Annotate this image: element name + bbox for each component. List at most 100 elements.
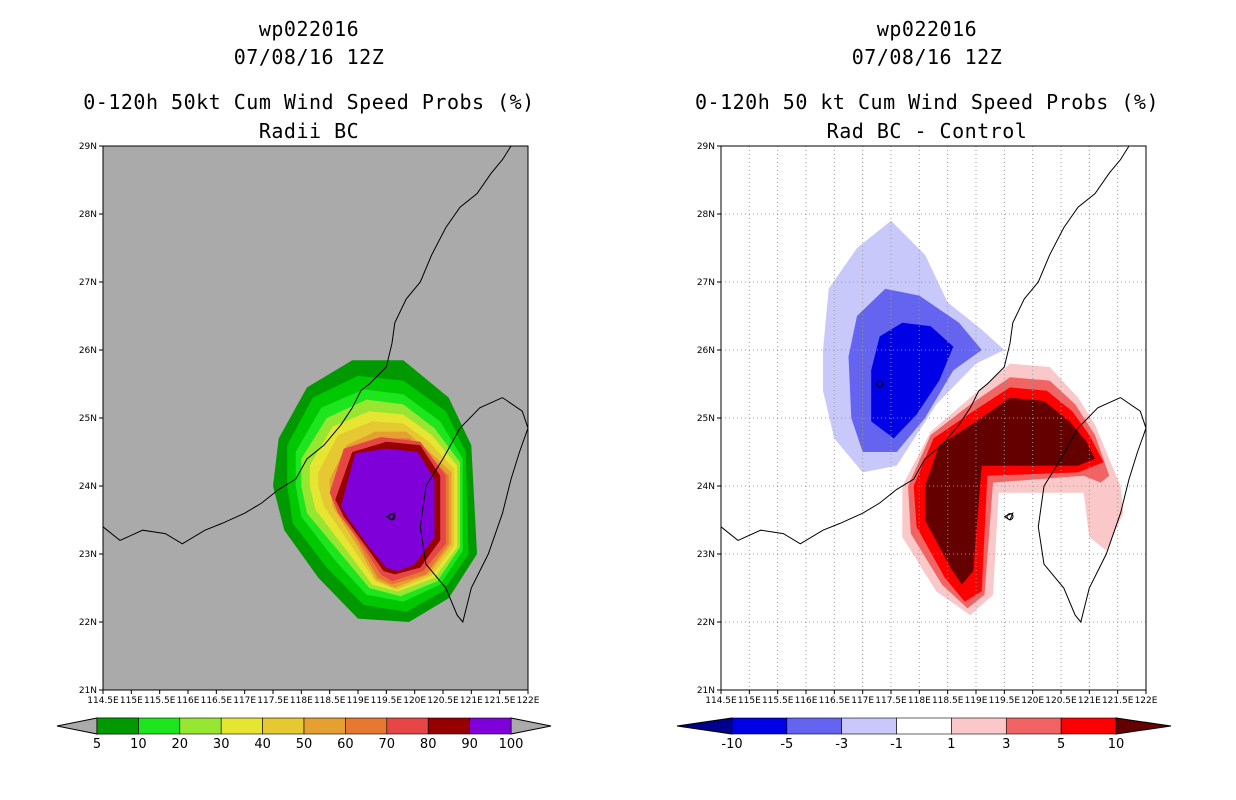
colorbar-label: 10 <box>130 737 147 752</box>
x-tick-label: 116E <box>795 696 818 706</box>
coastline-taiwan <box>419 397 528 624</box>
x-tick-label: 116.5E <box>201 696 233 706</box>
y-tick-label: 24N <box>79 482 97 492</box>
chart-title: 0-120h 50 kt Cum Wind Speed Probs (%) <box>694 90 1160 114</box>
x-tick-label: 121E <box>1078 696 1101 706</box>
colorbar-label: -3 <box>835 737 848 752</box>
colorbar-label: 80 <box>420 737 437 752</box>
datetime: 07/08/16 12Z <box>851 45 1003 69</box>
colorbar-swatch <box>1005 717 1062 735</box>
colorbar-label: 3 <box>1002 737 1010 752</box>
colorbar-swatch <box>386 717 429 735</box>
y-tick-label: 25N <box>79 414 97 424</box>
chart-subtitle: Radii BC <box>258 119 360 143</box>
colorbar-label: -5 <box>780 737 793 752</box>
colorbar-swatch <box>469 717 512 735</box>
x-tick-label: 118.5E <box>314 696 346 706</box>
x-tick-label: 122E <box>1135 696 1158 706</box>
x-tick-label: 121.5E <box>484 696 516 706</box>
colorbar-swatch <box>841 717 897 735</box>
y-tick-label: 28N <box>697 210 715 220</box>
colorbar-label: 60 <box>337 737 354 752</box>
colorbar-label: 20 <box>172 737 189 752</box>
colorbar-swatch <box>896 717 952 735</box>
colorbar-arrow-high <box>1115 717 1172 735</box>
x-tick-label: 116.5E <box>819 696 851 706</box>
x-tick-label: 120.5E <box>1045 696 1077 706</box>
y-tick-label: 29N <box>79 142 97 152</box>
colorbar-label: 5 <box>1057 737 1065 752</box>
panel-rad-bc-control: wp022016 07/08/16 12Z 0-120h 50 kt Cum W… <box>618 0 1236 800</box>
x-tick-label: 116E <box>177 696 200 706</box>
x-tick-label: 117.5E <box>257 696 289 706</box>
x-tick-label: 118E <box>908 696 931 706</box>
storm-center-marker <box>876 380 884 388</box>
contour-level-10 <box>925 397 1095 585</box>
x-tick-label: 120.5E <box>427 696 459 706</box>
x-tick-label: 120E <box>403 696 426 706</box>
storm-id: wp022016 <box>876 17 978 41</box>
chart-subtitle: Rad BC - Control <box>826 119 1028 143</box>
y-tick-label: 23N <box>697 550 715 560</box>
map-chart: 21N 22N 23N 24N 25N 26N 27N 28N 29N 114.5E 115E 115… <box>56 142 552 752</box>
x-tick-label: 115E <box>738 696 761 706</box>
y-tick-label: 27N <box>79 278 97 288</box>
colorbar-arrow-low <box>56 717 98 735</box>
y-tick-label: 25N <box>697 414 715 424</box>
x-tick-label: 115E <box>120 696 143 706</box>
coastline-china <box>721 146 1130 545</box>
storm-center-marker <box>388 513 396 521</box>
coastline-taiwan <box>1037 397 1146 624</box>
colorbar-swatch <box>138 717 181 735</box>
colorbar: -10 -5 -3 -1 1 3 5 10 <box>676 717 1172 752</box>
chart-title: 0-120h 50kt Cum Wind Speed Probs (%) <box>83 90 535 114</box>
y-tick-label: 24N <box>697 482 715 492</box>
colorbar-label: 1 <box>947 737 955 752</box>
colorbar-label: 90 <box>461 737 478 752</box>
colorbar-swatch <box>427 717 470 735</box>
contour-level--5 <box>871 322 954 439</box>
x-tick-label: 121.5E <box>1102 696 1134 706</box>
x-tick-label: 118E <box>290 696 313 706</box>
y-tick-label: 22N <box>79 618 97 628</box>
colorbar-arrow-low <box>676 717 733 735</box>
x-tick-label: 117E <box>233 696 256 706</box>
x-tick-label: 118.5E <box>932 696 964 706</box>
coastline-china <box>103 146 512 545</box>
x-tick-label: 114.5E <box>87 696 119 706</box>
colorbar-swatch <box>179 717 222 735</box>
contour-level-100 <box>341 448 435 571</box>
colorbar-label: 70 <box>379 737 396 752</box>
x-tick-label: 119E <box>347 696 370 706</box>
y-tick-label: 28N <box>79 210 97 220</box>
y-tick-label: 27N <box>697 278 715 288</box>
colorbar-label: 40 <box>254 737 271 752</box>
x-tick-label: 121E <box>460 696 483 706</box>
colorbar-label: -10 <box>721 737 742 752</box>
x-tick-label: 115.5E <box>144 696 176 706</box>
y-tick-label: 26N <box>79 346 97 356</box>
colorbar-label: -1 <box>890 737 903 752</box>
panel-radii-bc: wp022016 07/08/16 12Z 0-120h 50kt Cum Wi… <box>56 17 552 752</box>
x-tick-label: 117.5E <box>875 696 907 706</box>
colorbar-swatch <box>262 717 305 735</box>
x-tick-label: 119E <box>965 696 988 706</box>
x-tick-label: 119.5E <box>989 696 1021 706</box>
colorbar-swatch <box>220 717 263 735</box>
colorbar-swatch <box>345 717 388 735</box>
datetime: 07/08/16 12Z <box>233 45 385 69</box>
colorbar-arrow-high <box>510 717 552 735</box>
colorbar-swatch <box>303 717 346 735</box>
colorbar-label: 5 <box>93 737 101 752</box>
x-tick-label: 119.5E <box>371 696 403 706</box>
y-tick-label: 29N <box>697 142 715 152</box>
colorbar-swatch <box>731 717 788 735</box>
y-tick-label: 21N <box>79 686 97 696</box>
x-tick-label: 114.5E <box>705 696 737 706</box>
y-tick-label: 22N <box>697 618 715 628</box>
colorbar-swatch <box>951 717 1007 735</box>
storm-center-marker <box>1006 513 1014 521</box>
colorbar-swatch <box>786 717 843 735</box>
storm-id: wp022016 <box>258 17 360 41</box>
x-tick-label: 117E <box>851 696 874 706</box>
